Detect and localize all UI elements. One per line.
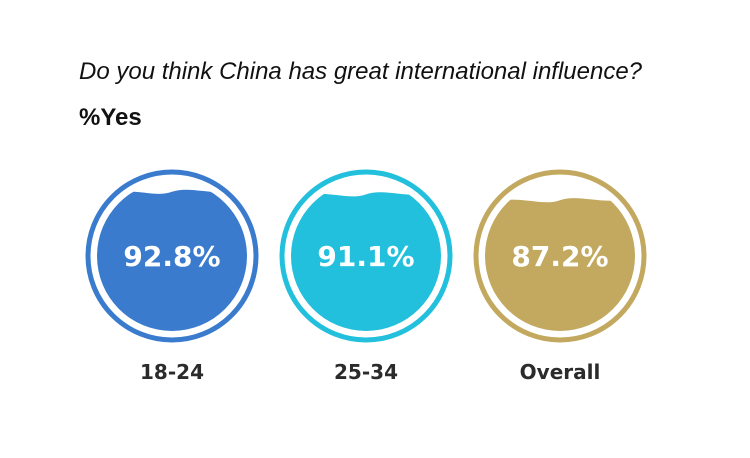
gauge-liquid (97, 188, 247, 331)
gauge-category-label: 25-34 (334, 360, 398, 384)
gauge-3: 87.2% Overall (473, 169, 647, 384)
gauge-category-label: Overall (520, 360, 601, 384)
gauge-1: 92.8% 18-24 (85, 169, 259, 384)
gauge-category-label: 18-24 (140, 360, 204, 384)
chart-subtitle: %Yes (79, 104, 142, 131)
gauge-value-label: 91.1% (317, 240, 414, 273)
gauge-value-label: 87.2% (511, 240, 608, 273)
gauge-value-label: 92.8% (123, 240, 220, 273)
gauge-liquid (485, 196, 635, 331)
gauge-liquid (291, 190, 441, 331)
gauge-2: 91.1% 25-34 (279, 169, 453, 384)
chart-title: Do you think China has great internation… (79, 58, 643, 85)
